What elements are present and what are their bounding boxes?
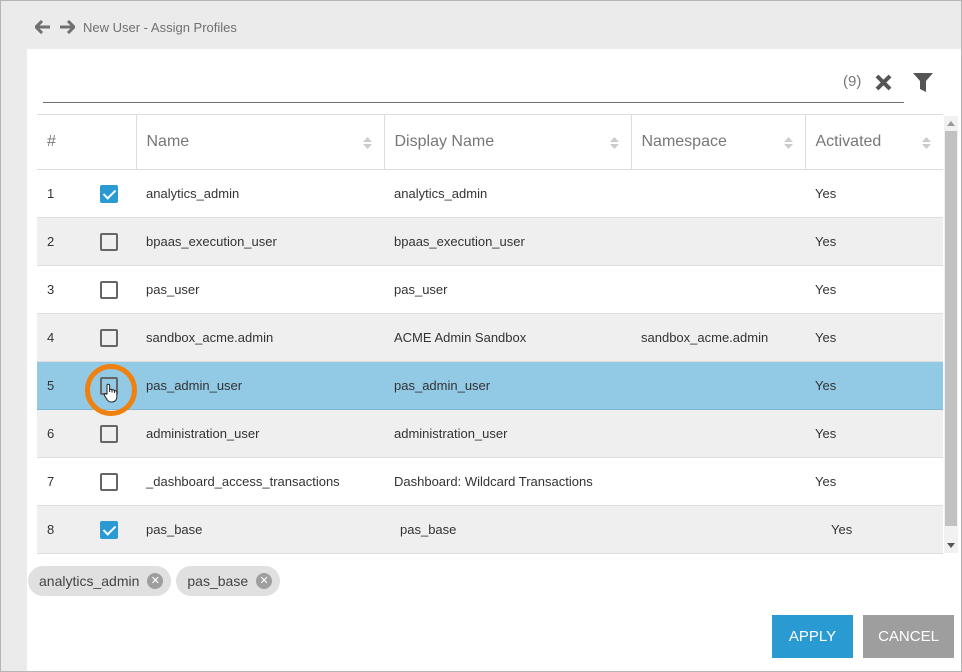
activated-cell: Yes <box>805 313 943 362</box>
display-name-cell: bpaas_execution_user <box>384 217 631 266</box>
activated-cell: Yes <box>805 409 943 458</box>
name-cell: pas_user <box>136 265 384 314</box>
namespace-cell <box>631 505 805 554</box>
display-name-cell: analytics_admin <box>384 169 631 218</box>
activated-cell: Yes <box>805 265 943 314</box>
namespace-cell <box>631 361 805 410</box>
activated-cell: Yes <box>805 169 943 218</box>
page-title: New User - Assign Profiles <box>83 19 237 35</box>
row-number: 4 <box>37 313 85 362</box>
select-cell <box>85 409 136 458</box>
col-namespace[interactable]: Namespace <box>630 114 805 170</box>
sort-icon[interactable] <box>609 136 619 150</box>
name-cell: bpaas_execution_user <box>136 217 384 266</box>
display-name-cell: ACME Admin Sandbox <box>384 313 631 362</box>
name-cell: sandbox_acme.admin <box>136 313 384 362</box>
col-name[interactable]: Name <box>135 114 384 170</box>
scroll-down-icon[interactable] <box>947 543 955 548</box>
scroll-up-icon[interactable] <box>947 121 955 126</box>
chip-pas-base: pas_base ✕ <box>176 566 281 596</box>
activated-cell: Yes <box>805 361 943 410</box>
table-row[interactable]: 8 pas_base pas_base Yes <box>37 505 943 554</box>
selected-chips: analytics_admin ✕ pas_base ✕ <box>28 566 281 596</box>
result-count: (9) <box>843 73 862 90</box>
select-cell <box>85 313 136 362</box>
col-number: # <box>37 114 85 170</box>
search-input[interactable] <box>43 65 904 103</box>
display-name-cell: pas_base <box>384 505 631 554</box>
namespace-cell <box>631 409 805 458</box>
forward-arrow-icon[interactable] <box>59 20 75 34</box>
profiles-table: # Name Display Name Namespace Activated … <box>37 114 943 554</box>
table-row[interactable]: 3 pas_user pas_user Yes <box>37 265 943 314</box>
activated-cell: Yes <box>805 505 943 554</box>
clear-search-icon[interactable] <box>875 74 892 91</box>
name-cell: administration_user <box>136 409 384 458</box>
select-cell <box>85 361 136 410</box>
row-checkbox[interactable] <box>100 328 118 347</box>
row-number: 1 <box>37 169 85 218</box>
row-number: 8 <box>37 505 85 554</box>
row-checkbox[interactable] <box>100 184 118 203</box>
col-display-name[interactable]: Display Name <box>383 114 631 170</box>
activated-cell: Yes <box>805 457 943 506</box>
name-cell: analytics_admin <box>136 169 384 218</box>
row-checkbox[interactable] <box>100 232 118 251</box>
row-checkbox[interactable] <box>100 472 118 491</box>
display-name-cell: pas_admin_user <box>384 361 631 410</box>
row-checkbox[interactable] <box>100 280 118 299</box>
sort-icon[interactable] <box>362 136 372 150</box>
sort-icon[interactable] <box>922 136 931 150</box>
row-checkbox[interactable] <box>100 520 118 539</box>
table-row[interactable]: 1 analytics_admin analytics_admin Yes <box>37 169 943 218</box>
select-cell <box>85 217 136 266</box>
table-header: # Name Display Name Namespace Activated <box>37 114 943 170</box>
filter-icon[interactable] <box>913 73 933 92</box>
table-row[interactable]: 6 administration_user administration_use… <box>37 409 943 458</box>
row-number: 7 <box>37 457 85 506</box>
name-cell: pas_base <box>136 505 384 554</box>
activated-cell: Yes <box>805 217 943 266</box>
row-number: 6 <box>37 409 85 458</box>
col-activated[interactable]: Activated <box>804 114 943 170</box>
name-cell: pas_admin_user <box>136 361 384 410</box>
row-number: 2 <box>37 217 85 266</box>
remove-chip-icon[interactable]: ✕ <box>256 573 273 589</box>
header: New User - Assign Profiles <box>35 17 237 37</box>
row-checkbox[interactable] <box>100 376 118 395</box>
col-select <box>85 114 136 170</box>
sort-icon[interactable] <box>783 136 793 150</box>
scrollbar[interactable] <box>944 116 958 553</box>
cancel-button[interactable]: CANCEL <box>863 615 954 658</box>
select-cell <box>85 169 136 218</box>
display-name-cell: administration_user <box>384 409 631 458</box>
row-checkbox[interactable] <box>100 424 118 443</box>
scroll-thumb[interactable] <box>945 131 957 526</box>
select-cell <box>85 265 136 314</box>
name-cell: _dashboard_access_transactions <box>136 457 384 506</box>
table-row[interactable]: 5 pas_admin_user pas_admin_user Yes <box>37 361 943 410</box>
row-number: 3 <box>37 265 85 314</box>
remove-chip-icon[interactable]: ✕ <box>147 573 164 589</box>
select-cell <box>85 457 136 506</box>
back-arrow-icon[interactable] <box>35 20 51 34</box>
display-name-cell: Dashboard: Wildcard Transactions <box>384 457 631 506</box>
namespace-cell <box>631 457 805 506</box>
namespace-cell <box>631 265 805 314</box>
row-number: 5 <box>37 361 85 410</box>
namespace-cell: sandbox_acme.admin <box>631 313 805 362</box>
namespace-cell <box>631 169 805 218</box>
table-row[interactable]: 2 bpaas_execution_user bpaas_execution_u… <box>37 217 943 266</box>
apply-button[interactable]: APPLY <box>772 615 853 658</box>
table-row[interactable]: 4 sandbox_acme.admin ACME Admin Sandbox … <box>37 313 943 362</box>
display-name-cell: pas_user <box>384 265 631 314</box>
chip-analytics-admin: analytics_admin ✕ <box>28 566 172 596</box>
select-cell <box>85 505 136 554</box>
namespace-cell <box>631 217 805 266</box>
table-row[interactable]: 7 _dashboard_access_transactions Dashboa… <box>37 457 943 506</box>
